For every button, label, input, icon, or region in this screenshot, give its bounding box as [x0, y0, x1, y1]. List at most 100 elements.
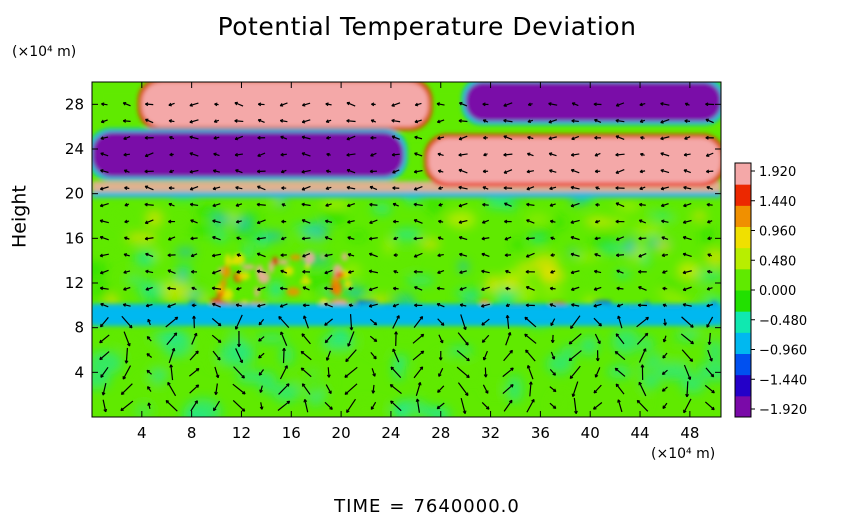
- colorbar-swatch: [735, 290, 751, 312]
- vector-arrowhead: [258, 321, 263, 326]
- vector-arrow: [413, 366, 424, 379]
- vector-arrowhead: [570, 203, 575, 208]
- vector-arrowhead: [464, 392, 469, 397]
- vector-arrowhead: [174, 316, 179, 321]
- field-patch: [392, 360, 405, 382]
- vector-arrow: [260, 402, 263, 410]
- vector-arrowhead: [211, 286, 216, 291]
- vector-arrow: [526, 286, 535, 291]
- vector-arrow: [550, 351, 555, 360]
- field-patch: [211, 212, 232, 227]
- vector-arrow: [189, 169, 199, 173]
- vector-arrowhead: [707, 341, 712, 346]
- vector-arrowhead: [146, 369, 151, 374]
- vector-arrowhead: [683, 185, 687, 190]
- vector-arrowhead: [284, 365, 288, 369]
- vector-arrowhead: [324, 219, 329, 224]
- vector-arrowhead: [235, 169, 239, 173]
- vector-arrowhead: [389, 384, 394, 388]
- vector-arrow: [370, 401, 377, 410]
- vector-arrow: [503, 102, 513, 107]
- vector-arrowhead: [144, 220, 149, 225]
- vector-arrow: [389, 384, 402, 395]
- vector-arrow: [392, 169, 400, 174]
- vector-arrowhead: [371, 102, 375, 107]
- vector-arrow: [391, 119, 401, 123]
- vector-arrow: [594, 367, 601, 378]
- vector-arrowhead: [346, 136, 350, 141]
- vector-arrowhead: [437, 152, 441, 157]
- vector-arrow: [120, 400, 134, 412]
- vector-arrowhead: [281, 219, 285, 224]
- vector-arrowhead: [570, 325, 574, 329]
- field-patch: [458, 260, 469, 273]
- vector-arrowhead: [280, 331, 284, 335]
- vector-arrowhead: [301, 119, 306, 124]
- vector-arrowhead: [302, 253, 306, 258]
- vector-arrow: [503, 399, 513, 412]
- vector-arrow: [503, 169, 513, 174]
- vector-arrowhead: [326, 374, 331, 378]
- x-tick-label: 44: [630, 424, 649, 442]
- vector-arrow: [212, 203, 221, 207]
- vector-arrowhead: [684, 136, 688, 140]
- vector-arrowhead: [301, 202, 305, 207]
- vector-arrow: [615, 153, 625, 156]
- vector-arrowhead: [595, 202, 599, 207]
- x-tick-label: 4: [137, 424, 147, 442]
- vector-arrowhead: [616, 269, 620, 274]
- vector-arrow: [661, 220, 669, 223]
- vector-arrowhead: [123, 136, 127, 141]
- vector-arrowhead: [509, 349, 513, 354]
- vector-arrowhead: [661, 371, 666, 375]
- field-patch: [525, 215, 550, 224]
- vector-arrow: [506, 315, 510, 329]
- vector-arrowhead: [415, 398, 420, 402]
- vector-arrow: [437, 318, 445, 326]
- vector-arrowhead: [597, 340, 601, 345]
- vector-arrowhead: [549, 203, 554, 207]
- vector-arrow: [257, 185, 266, 191]
- vector-arrowhead: [346, 101, 350, 106]
- vector-arrowhead: [100, 169, 104, 173]
- vector-arrow: [100, 366, 109, 378]
- vector-arrow: [683, 186, 692, 190]
- field-patch: [568, 248, 578, 257]
- vector-arrow: [144, 152, 154, 157]
- vector-arrowhead: [99, 323, 104, 328]
- vector-arrowhead: [346, 168, 351, 173]
- vector-arrowhead: [662, 303, 667, 308]
- vector-arrow: [458, 120, 468, 123]
- vector-arrow: [570, 202, 580, 207]
- vector-arrowhead: [662, 405, 666, 410]
- field-patch: [349, 399, 389, 417]
- field-patch: [641, 375, 661, 389]
- colorbar: 1.920 1.440 0.960 0.480 0.000 −0.480 −0.960 −1.…: [734, 162, 807, 418]
- vector-arrow: [504, 202, 512, 207]
- vector-arrow: [212, 287, 222, 290]
- vector-arrowhead: [370, 119, 375, 123]
- vector-arrowhead: [147, 386, 151, 390]
- vector-arrowhead: [682, 235, 687, 240]
- vector-arrow: [594, 119, 602, 124]
- vector-arrowhead: [615, 186, 619, 190]
- vector-arrow: [168, 236, 176, 241]
- vector-arrow: [503, 153, 513, 156]
- vector-arrow: [617, 315, 623, 329]
- vector-arrowhead: [123, 253, 128, 257]
- vector-arrow: [682, 253, 692, 257]
- vector-arrowhead: [531, 398, 535, 403]
- vector-arrowhead: [191, 286, 195, 291]
- vector-arrow: [349, 314, 353, 331]
- vector-arrowhead: [236, 236, 240, 241]
- vector-arrowhead: [616, 303, 621, 308]
- vector-arrowhead: [144, 169, 148, 174]
- field-patch: [546, 353, 573, 375]
- vector-arrowhead: [301, 236, 306, 241]
- vector-arrowhead: [614, 350, 619, 355]
- vector-arrowhead: [214, 391, 218, 396]
- vector-arrow: [593, 286, 602, 291]
- vector-arrowhead: [373, 355, 377, 360]
- vector-arrow: [415, 382, 421, 396]
- vector-arrow: [190, 203, 199, 207]
